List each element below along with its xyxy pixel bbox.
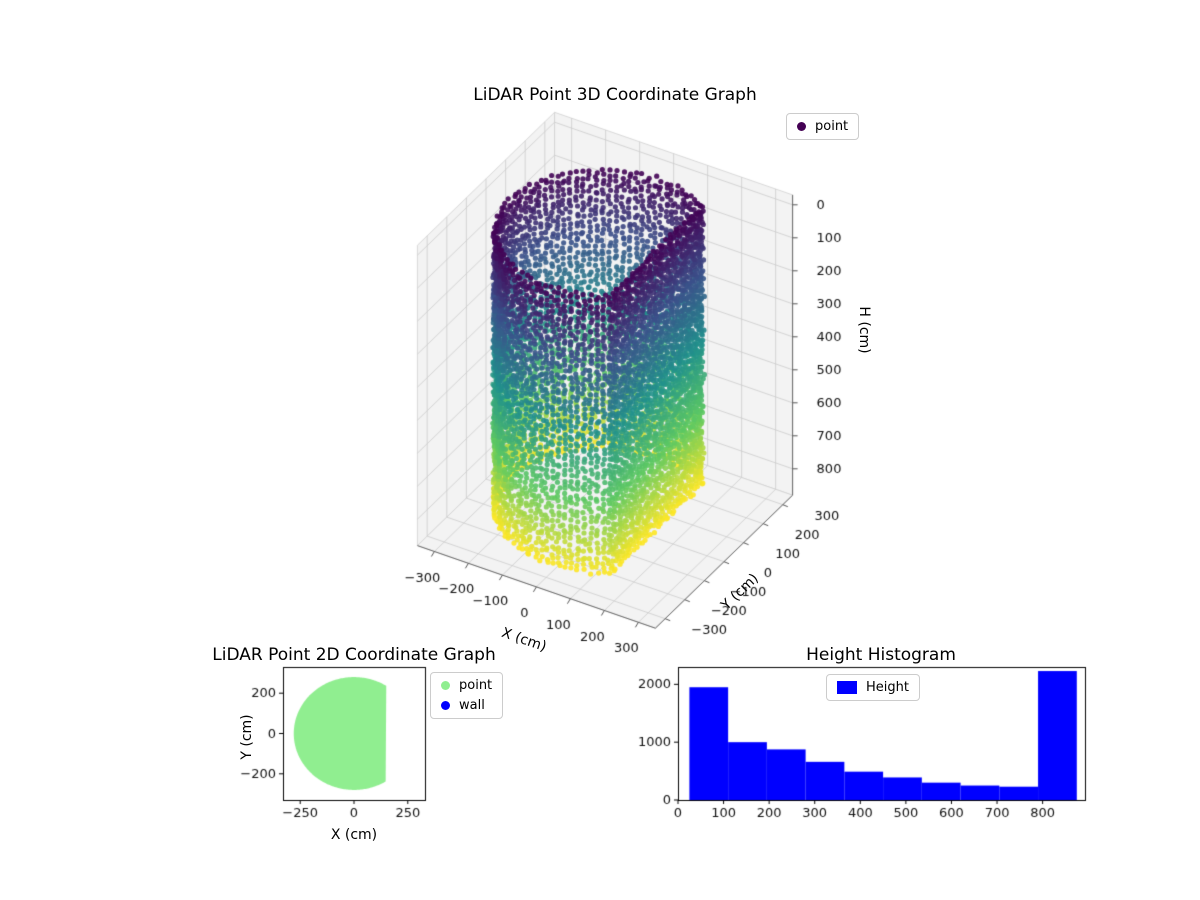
legend-label-point: point	[459, 678, 493, 693]
plot3d-title: LiDAR Point 3D Coordinate Graph	[473, 85, 757, 105]
point-marker-icon	[441, 681, 450, 690]
plot2d-title: LiDAR Point 2D Coordinate Graph	[212, 645, 496, 665]
plot2d-x-axis-label: X (cm)	[330, 827, 378, 843]
plot3d-h-axis-label: H (cm)	[856, 306, 872, 354]
legend-label-wall: wall	[459, 698, 485, 713]
legend-entry-point: point	[441, 678, 492, 693]
legend-entry-wall: wall	[441, 698, 492, 713]
histogram-title: Height Histogram	[806, 645, 956, 665]
histogram-legend: Height	[826, 674, 920, 701]
legend-entry-point: point	[797, 119, 848, 134]
legend-label-height: Height	[866, 680, 909, 695]
plot2d-legend: point wall	[430, 672, 504, 719]
height-bar-marker-icon	[837, 681, 857, 694]
wall-marker-icon	[441, 701, 450, 710]
legend-label-point: point	[815, 119, 849, 134]
point-marker-icon	[797, 122, 806, 131]
legend-entry-height: Height	[837, 680, 909, 695]
plot3d-legend: point	[786, 113, 860, 140]
plot2d-y-axis-label: Y (cm)	[239, 714, 255, 760]
